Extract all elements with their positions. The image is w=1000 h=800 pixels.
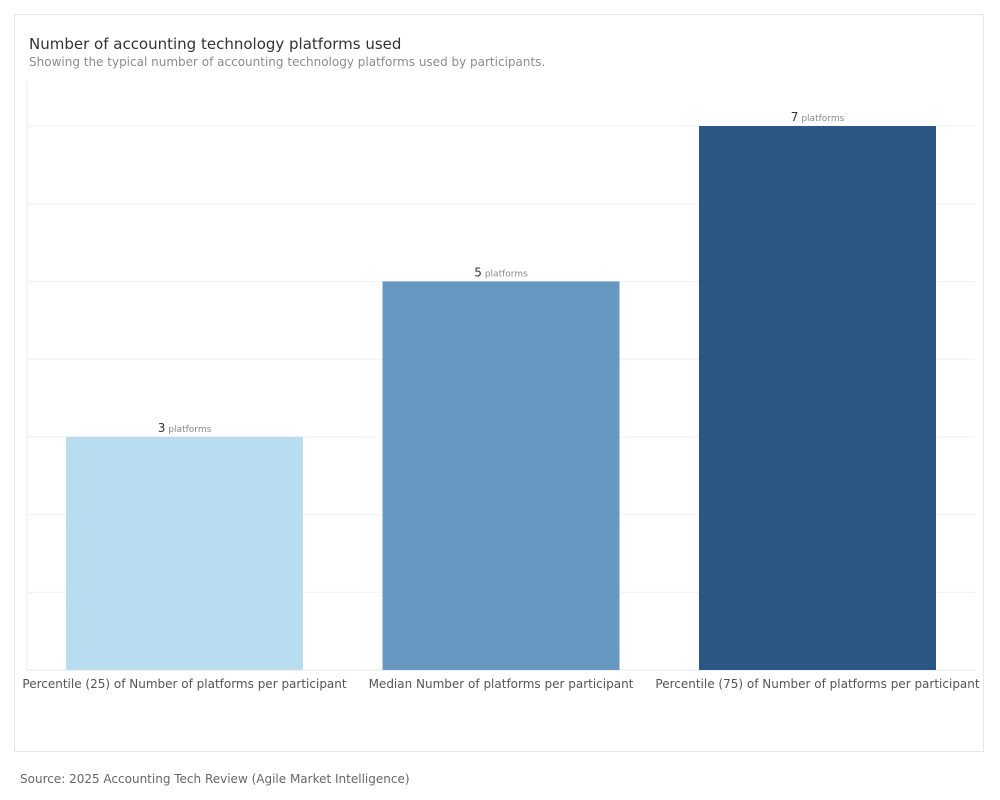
data-label-unit: platforms	[801, 114, 844, 124]
source-note: Source: 2025 Accounting Tech Review (Agi…	[20, 772, 410, 786]
data-label-unit: platforms	[168, 425, 211, 435]
data-label-value: 7	[791, 110, 799, 124]
bar[interactable]	[66, 436, 303, 670]
data-label-value: 3	[158, 421, 166, 435]
bar[interactable]	[699, 126, 936, 670]
chart-card: Number of accounting technology platform…	[14, 14, 984, 752]
chart-subtitle: Showing the typical number of accounting…	[29, 55, 546, 69]
data-label: 5 platforms	[474, 265, 528, 279]
data-label-value: 5	[474, 265, 482, 279]
category-label: Median Number of platforms per participa…	[369, 677, 634, 691]
data-label-unit: platforms	[485, 269, 528, 279]
category-label: Percentile (75) of Number of platforms p…	[655, 677, 980, 691]
data-label: 3 platforms	[158, 421, 212, 435]
chart-title: Number of accounting technology platform…	[29, 35, 402, 53]
category-label: Percentile (25) of Number of platforms p…	[22, 677, 347, 691]
bar[interactable]	[382, 281, 620, 670]
data-label: 7 platforms	[791, 110, 845, 124]
